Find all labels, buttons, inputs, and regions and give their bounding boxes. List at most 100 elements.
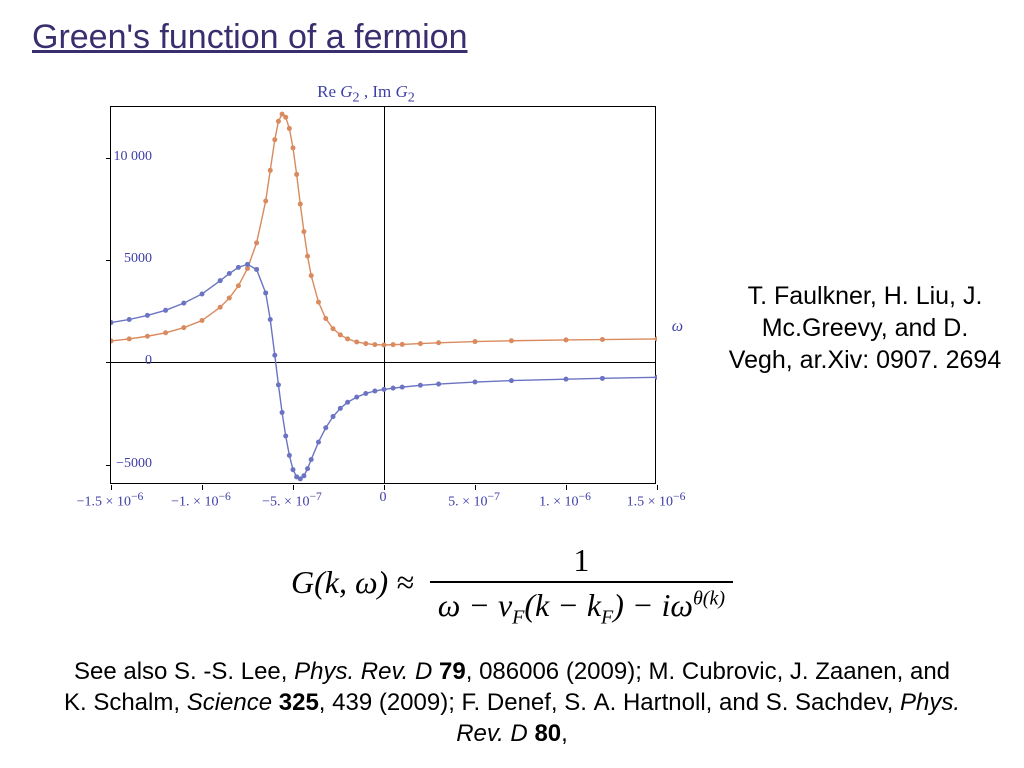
series-marker-ReG2 [163, 308, 168, 313]
series-marker-ReG2 [473, 380, 478, 385]
series-marker-ReG2 [309, 457, 314, 462]
references-text: See also S. -S. Lee, Phys. Rev. D 79, 08… [0, 656, 1024, 750]
series-marker-ImG2 [600, 337, 605, 342]
series-marker-ReG2 [301, 473, 306, 478]
series-marker-ImG2 [181, 325, 186, 330]
series-marker-ReG2 [600, 376, 605, 381]
series-marker-ImG2 [400, 342, 405, 347]
series-marker-ImG2 [298, 202, 303, 207]
series-marker-ReG2 [245, 262, 250, 267]
series-marker-ReG2 [400, 385, 405, 390]
y-tick-label: 5000 [72, 251, 152, 267]
series-marker-ImG2 [331, 326, 336, 331]
series-marker-ImG2 [338, 332, 343, 337]
chart-svg [111, 107, 657, 485]
series-marker-ReG2 [181, 301, 186, 306]
series-marker-ReG2 [382, 387, 387, 392]
attribution-text: T. Faulkner, H. Liu, J. Mc.Greevy, and D… [728, 280, 1002, 376]
formula-numerator: 1 [430, 542, 733, 581]
series-marker-ImG2 [473, 339, 478, 344]
series-marker-ReG2 [145, 313, 150, 318]
plot-area: ω [110, 106, 656, 484]
series-marker-ImG2 [418, 341, 423, 346]
series-marker-ReG2 [218, 278, 223, 283]
series-marker-ReG2 [345, 400, 350, 405]
series-marker-ReG2 [236, 265, 241, 270]
x-axis-label: ω [672, 318, 683, 336]
series-marker-ReG2 [268, 317, 273, 322]
x-tick-label: 0 [380, 490, 387, 506]
series-marker-ReG2 [655, 375, 658, 380]
series-marker-ImG2 [263, 198, 268, 203]
series-marker-ReG2 [363, 391, 368, 396]
series-marker-ImG2 [436, 340, 441, 345]
series-marker-ReG2 [291, 467, 296, 472]
series-marker-ReG2 [254, 267, 259, 272]
series-marker-ImG2 [236, 283, 241, 288]
series-marker-ImG2 [363, 341, 368, 346]
series-marker-ImG2 [372, 342, 377, 347]
series-marker-ImG2 [294, 172, 299, 177]
series-marker-ReG2 [564, 377, 569, 382]
series-marker-ReG2 [418, 383, 423, 388]
series-marker-ImG2 [316, 300, 321, 305]
series-marker-ReG2 [276, 382, 281, 387]
series-marker-ReG2 [372, 389, 377, 394]
x-tick-label: −5. × 10−7 [262, 490, 322, 511]
y-tick-label: 0 [72, 353, 152, 369]
page-title: Green's function of a fermion [32, 18, 468, 57]
series-marker-ReG2 [354, 395, 359, 400]
series-marker-ReG2 [227, 271, 232, 276]
series-marker-ReG2 [111, 320, 114, 325]
series-marker-ImG2 [200, 318, 205, 323]
x-tick-label: 1.5 × 10−6 [627, 490, 686, 511]
series-marker-ReG2 [200, 291, 205, 296]
series-marker-ImG2 [287, 126, 292, 131]
series-marker-ImG2 [345, 336, 350, 341]
series-line-ImG2 [111, 114, 657, 345]
series-marker-ImG2 [272, 137, 277, 142]
series-marker-ImG2 [227, 296, 232, 301]
series-marker-ImG2 [254, 240, 259, 245]
series-marker-ReG2 [272, 353, 277, 358]
formula-lhs: G(k, ω) ≈ [291, 564, 414, 600]
series-marker-ImG2 [163, 330, 168, 335]
series-marker-ImG2 [564, 337, 569, 342]
series-marker-ReG2 [305, 466, 310, 471]
series-marker-ImG2 [301, 229, 306, 234]
series-marker-ReG2 [338, 406, 343, 411]
series-marker-ImG2 [291, 145, 296, 150]
series-marker-ReG2 [287, 453, 292, 458]
series-marker-ImG2 [323, 316, 328, 321]
x-tick-label: −1. × 10−6 [171, 490, 231, 511]
series-marker-ReG2 [436, 382, 441, 387]
series-marker-ReG2 [331, 414, 336, 419]
series-line-ReG2 [111, 264, 657, 479]
series-marker-ImG2 [391, 342, 396, 347]
series-marker-ImG2 [305, 254, 310, 259]
series-marker-ImG2 [655, 336, 658, 341]
series-marker-ReG2 [316, 440, 321, 445]
series-marker-ImG2 [218, 305, 223, 310]
series-marker-ReG2 [283, 433, 288, 438]
series-marker-ImG2 [145, 334, 150, 339]
series-marker-ImG2 [268, 168, 273, 173]
series-marker-ImG2 [111, 338, 114, 343]
x-tick-label: 5. × 10−7 [448, 490, 500, 511]
series-marker-ImG2 [127, 336, 132, 341]
series-marker-ReG2 [323, 425, 328, 430]
series-marker-ReG2 [280, 410, 285, 415]
series-marker-ImG2 [276, 119, 281, 124]
series-marker-ReG2 [509, 378, 514, 383]
series-marker-ImG2 [509, 338, 514, 343]
series-marker-ReG2 [263, 290, 268, 295]
x-tick-label: −1.5 × 10−6 [77, 490, 144, 511]
y-tick-label: −5000 [72, 456, 152, 472]
series-marker-ImG2 [354, 339, 359, 344]
series-marker-ImG2 [283, 115, 288, 120]
series-marker-ReG2 [127, 317, 132, 322]
chart-title: Re G2 , Im G2 [28, 82, 704, 106]
y-tick-label: 10 000 [72, 149, 152, 165]
formula-block: G(k, ω) ≈ 1 ω − vF(k − kF) − iωθ(k) [0, 542, 1024, 629]
formula-denominator: ω − vF(k − kF) − iωθ(k) [430, 581, 733, 629]
